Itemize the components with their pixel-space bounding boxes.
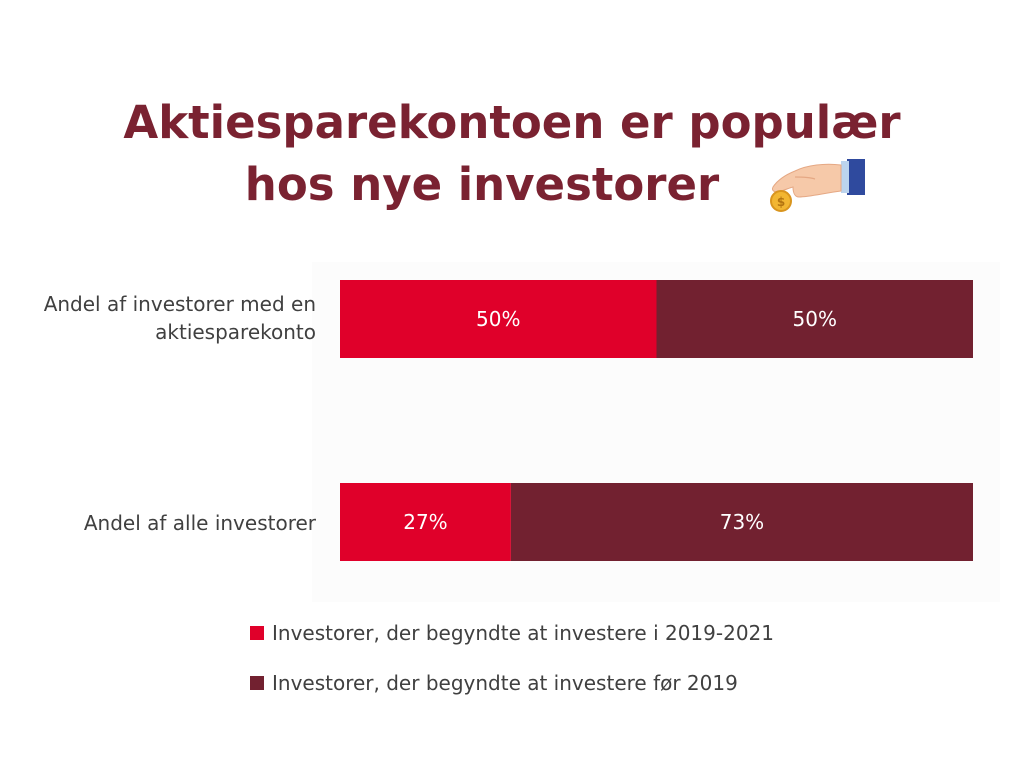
bar-1-series-2 [656,280,973,358]
category-label-text-1: Andel af investorer med en aktiesparekont… [43,292,316,344]
category-label-1: Andel af investorer med en aktiesparekont… [44,290,316,346]
data-label-1-series-1: 50% [476,307,520,331]
chart-svg: 50% 50% 27% 73% [312,262,1000,602]
title-line-1: Aktiesparekontoen er populær [123,96,901,149]
category-label-2: Andel af alle investorer [84,509,316,537]
bar-1-series-1 [340,280,657,358]
legend-swatch-new [250,626,264,640]
legend-item-old: Investorer, der begyndte at investere fø… [250,668,950,698]
legend: Investorer, der begyndte at investere i … [250,618,950,718]
data-label-2-series-1: 27% [403,510,447,534]
legend-item-new: Investorer, der begyndte at investere i … [250,618,950,648]
legend-label-new: Investorer, der begyndte at investere i … [272,621,774,645]
data-label-1-series-2: 50% [793,307,837,331]
chart-title: Aktiesparekontoen er populær hos nye inv… [0,92,1024,216]
hand-holding-coin-icon: $ [770,159,865,212]
data-label-2-series-2: 73% [720,510,764,534]
bar-2-series-1 [340,483,511,561]
bar-2-series-2 [510,483,973,561]
legend-swatch-old [250,676,264,690]
legend-label-old: Investorer, der begyndte at investere fø… [272,671,738,695]
stacked-bar-chart: 50% 50% 27% 73% Andel af investorer med en a… [0,262,1024,622]
svg-text:$: $ [777,195,785,209]
title-line-2: hos nye investorer [244,158,720,211]
category-label-text-2: Andel af alle investorer [83,511,316,535]
